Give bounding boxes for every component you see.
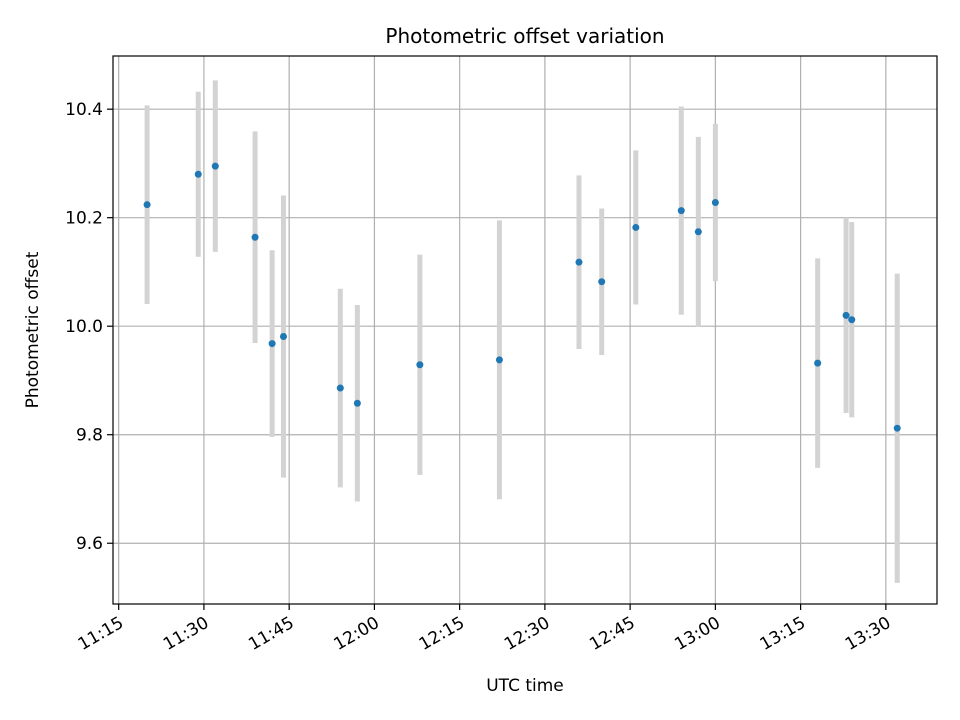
data-point	[268, 340, 276, 348]
data-point	[336, 384, 344, 392]
data-point	[814, 359, 822, 367]
data-point	[279, 333, 287, 341]
data-point	[194, 170, 202, 178]
y-axis-ticks: 9.6 9.8 10.0 10.2 10.4	[65, 100, 113, 554]
data-point	[598, 278, 606, 286]
data-point	[495, 356, 503, 364]
x-axis-ticks: 11:15 11:30 11:45 12:00 12:15 12:30 12:45 13:00…	[75, 604, 894, 655]
y-tick-label: 10.4	[65, 100, 103, 120]
x-tick-label: 11:45	[245, 613, 297, 655]
data-points	[143, 162, 901, 432]
y-axis-label: Photometric offset	[23, 251, 43, 408]
data-point	[353, 399, 361, 407]
x-tick-label: 13:00	[671, 613, 723, 655]
x-axis-label: UTC time	[486, 676, 564, 696]
y-tick-label: 10.2	[65, 209, 103, 229]
x-tick-label: 12:00	[330, 613, 382, 655]
data-point	[711, 198, 719, 206]
data-point	[694, 228, 702, 236]
data-point	[677, 207, 685, 215]
data-point	[848, 316, 856, 324]
data-point	[416, 361, 424, 369]
x-tick-label: 12:45	[586, 613, 638, 655]
x-tick-label: 12:30	[501, 613, 553, 655]
chart-title: Photometric offset variation	[385, 24, 664, 48]
data-point	[575, 258, 583, 266]
x-tick-label: 13:15	[757, 613, 809, 655]
plot-frame	[112, 55, 938, 605]
data-point	[143, 201, 151, 209]
data-point	[211, 162, 219, 170]
error-bars	[144, 80, 900, 583]
grid	[113, 56, 937, 604]
y-tick-label: 9.8	[76, 426, 103, 446]
y-tick-label: 10.0	[65, 317, 103, 337]
data-point	[251, 233, 259, 241]
x-tick-label: 11:30	[160, 613, 212, 655]
data-point	[842, 311, 850, 319]
x-tick-label: 13:30	[842, 613, 894, 655]
data-point	[893, 424, 901, 432]
x-tick-label: 11:15	[75, 613, 127, 655]
y-tick-label: 9.6	[76, 534, 103, 554]
x-tick-label: 12:15	[416, 613, 468, 655]
data-point	[632, 223, 640, 231]
